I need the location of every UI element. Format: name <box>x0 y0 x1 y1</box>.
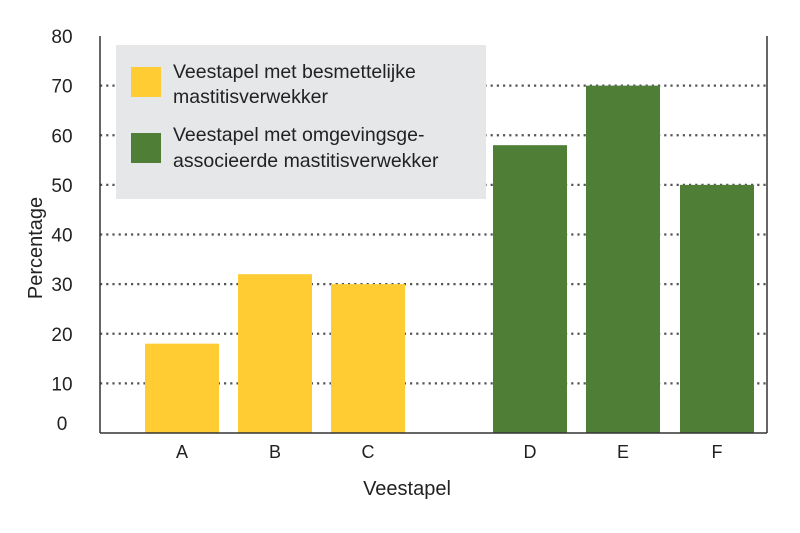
legend-swatch-yellow <box>131 67 161 97</box>
y-tick-label: 10 <box>51 374 72 395</box>
bars <box>145 85 754 434</box>
bar-D <box>493 145 567 434</box>
y-axis-title: Percentage <box>25 197 47 299</box>
x-tick-label-E: E <box>617 442 629 462</box>
y-tick-label: 80 <box>51 27 72 48</box>
legend-label-1-line-1: Veestapel met besmettelijke <box>173 61 416 83</box>
legend-label-2-line-1: Veestapel met omgevingsge- <box>173 124 424 146</box>
bar-F <box>680 184 754 433</box>
y-tick-label: 70 <box>51 77 72 98</box>
x-tick-label-D: D <box>524 442 537 462</box>
x-tick-label-C: C <box>362 442 375 462</box>
axes <box>99 36 768 434</box>
legend-background <box>116 45 486 199</box>
x-tick-label-F: F <box>712 442 723 462</box>
y-tick-label: 60 <box>51 126 72 147</box>
y-tick-label: 20 <box>51 325 72 346</box>
x-tick-labels: A B C D E F <box>176 442 723 462</box>
bar-C <box>331 284 405 433</box>
bar-E <box>586 85 660 433</box>
y-tick-labels: 0 10 20 30 40 50 60 70 80 <box>51 27 72 435</box>
legend-label-2-line-2: associeerde mastitisverwekker <box>173 150 439 172</box>
legend: Veestapel met besmettelijke mastitisverw… <box>116 45 486 199</box>
y-tick-label: 0 <box>57 414 68 435</box>
bar-B <box>238 274 312 433</box>
x-axis-title: Veestapel <box>363 478 451 500</box>
x-tick-label-A: A <box>176 442 188 462</box>
x-tick-label-B: B <box>269 442 281 462</box>
y-tick-label: 40 <box>51 226 72 247</box>
bar-A <box>145 343 219 433</box>
y-tick-label: 30 <box>51 275 72 296</box>
y-tick-label: 50 <box>51 176 72 197</box>
legend-label-1-line-2: mastitisverwekker <box>173 86 328 108</box>
legend-swatch-green <box>131 133 161 163</box>
